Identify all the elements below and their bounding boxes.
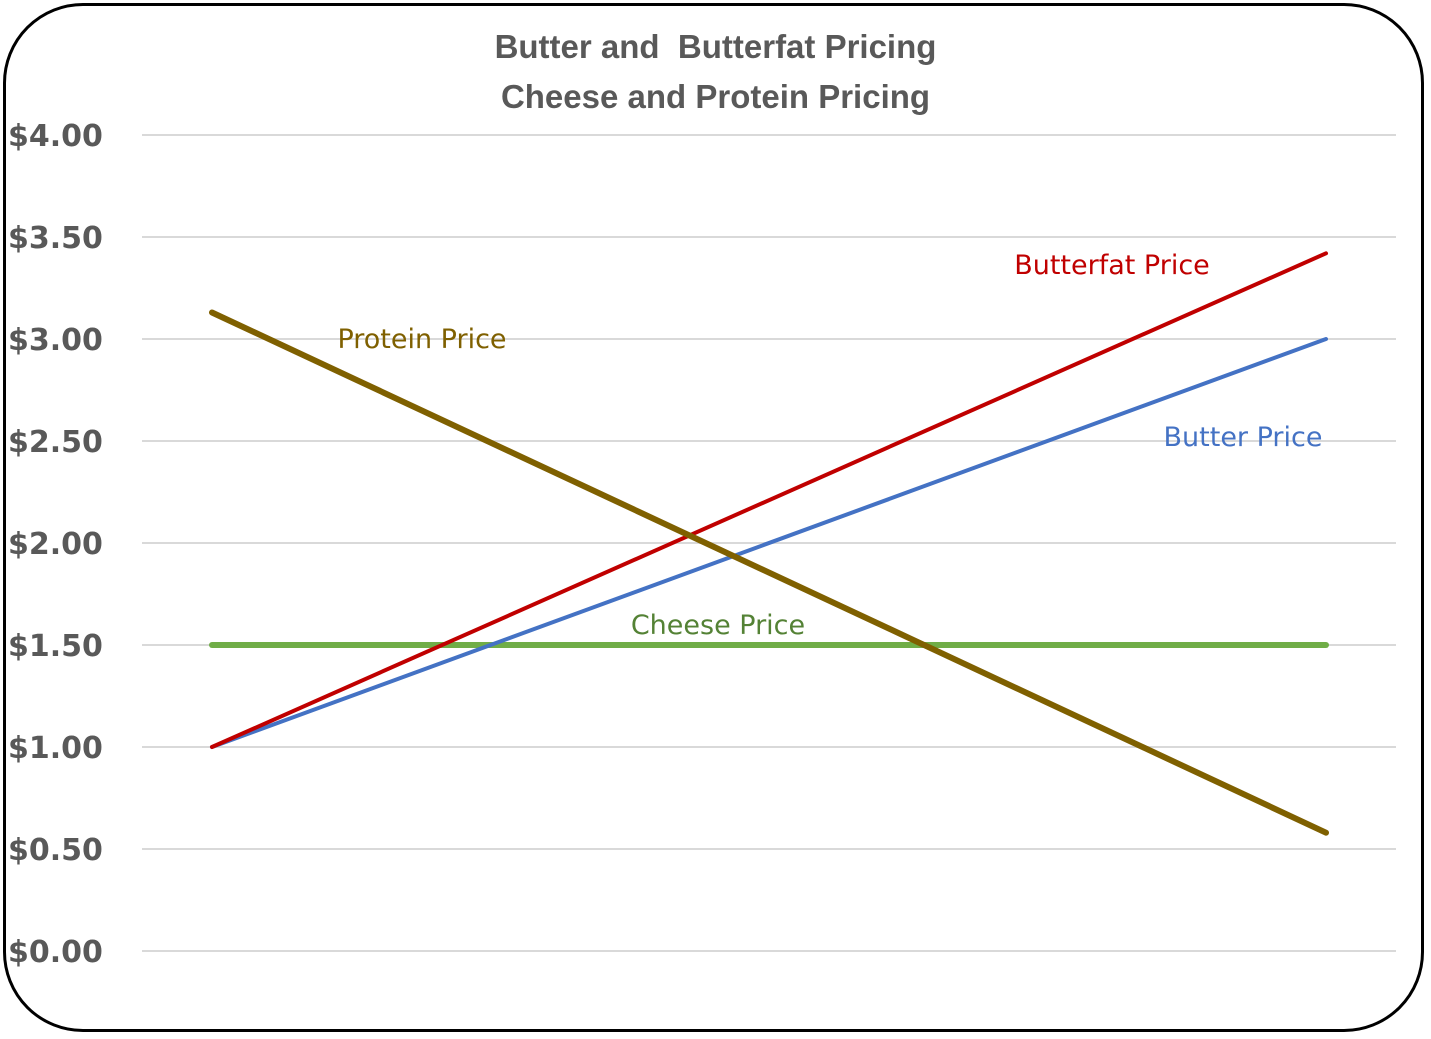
butter-price-label: Butter Price [1164,422,1323,453]
protein-price-line [209,309,1329,836]
cheese-price-label: Cheese Price [631,610,805,641]
y-tick-label: $3.00 [8,323,103,358]
y-tick-label: $1.00 [8,731,103,766]
chart-title-line-2: Cheese and Protein Pricing [500,78,931,115]
butterfat-price-label: Butterfat Price [1014,250,1210,281]
y-tick-label: $3.50 [8,221,103,256]
chart-title: Butter and Butterfat Pricing Cheese and … [0,22,1431,122]
y-tick-label: $4.00 [8,119,103,154]
y-axis-labels: $0.00 $0.50 $1.00 $1.50 $2.00 $2.50 $3.00 $3.50… [8,119,103,970]
y-tick-label: $2.50 [8,425,103,460]
protein-price-label: Protein Price [337,324,506,355]
y-tick-label: $0.00 [8,935,103,970]
butterfat-price-line [210,251,1328,749]
y-tick-label: $2.00 [8,527,103,562]
series-lines [209,251,1329,836]
y-tick-label: $1.50 [8,629,103,664]
chart-frame [3,3,1424,1032]
series-labels: Butterfat Price Butter Price Protein Price… [337,250,1322,641]
butter-price-line [210,337,1328,749]
chart-title-line-1: Butter and Butterfat Pricing [494,28,937,65]
y-tick-label: $0.50 [8,833,103,868]
